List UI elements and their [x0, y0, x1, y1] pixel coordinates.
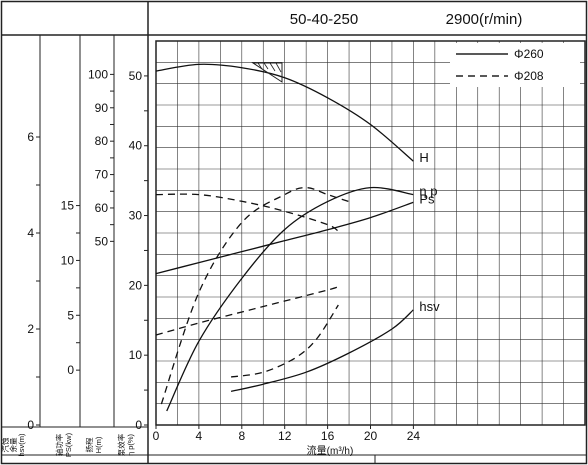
head-tick-label: 70 — [95, 168, 109, 182]
hsv-curve-phi208 — [230, 304, 339, 378]
eff-axis: 0 10 20 30 40 50 — [129, 69, 148, 432]
legend: Φ260 Φ208 — [450, 43, 580, 87]
hsv-tick-label: 0 — [27, 418, 34, 432]
x-tick-label: 16 — [321, 429, 335, 443]
ps-tick-label: 10 — [61, 253, 75, 267]
head-tick-label: 90 — [95, 101, 109, 115]
h-curve-phi260 — [155, 63, 414, 162]
hsv-axis-title-line-3: hsv(m) — [17, 433, 26, 456]
ps-tick-label: 15 — [61, 199, 75, 213]
ps-axis-title: 轴功率 PS(kw) — [54, 432, 73, 457]
p-curve-phi208 — [160, 186, 350, 405]
head-tick-label: 80 — [95, 134, 109, 148]
speed-label: 2900(r/min) — [446, 11, 523, 28]
eff-tick-label: 10 — [129, 348, 143, 362]
head-axis-title-line-1: 扬程 — [84, 437, 94, 452]
hsv-curve-phi260 — [230, 309, 414, 393]
hsv-tick-label: 2 — [27, 322, 34, 336]
h-curve-phi208 — [155, 193, 339, 232]
hsv-axis-title: 汽蚀 余量 hsv(m) — [0, 433, 26, 456]
hsv-axis: 0 2 4 6 — [27, 130, 40, 432]
ps-curve-label: Ps — [419, 191, 435, 206]
eff-axis-title: 泵效率 η p(%) — [116, 433, 135, 456]
legend-label-phi260: Φ260 — [514, 47, 544, 61]
eff-tick-label: 20 — [129, 278, 143, 292]
ps-curve-phi260 — [155, 201, 414, 275]
ps-axis-title-line-1: 轴功率 — [54, 433, 64, 456]
x-tick-label: 0 — [153, 429, 160, 443]
hsv-tick-label: 6 — [27, 130, 34, 144]
head-axis-title: 扬程 H(m) — [84, 436, 103, 453]
ps-curve-phi208 — [155, 286, 339, 336]
ps-tick-label: 5 — [67, 308, 74, 322]
x-tick-label: 4 — [196, 429, 203, 443]
p-curve-phi260 — [166, 186, 414, 412]
eff-tick-label: 50 — [129, 69, 143, 83]
head-tick-label: 50 — [95, 234, 109, 248]
head-tick-label: 100 — [88, 67, 108, 81]
hsv-axis-title-line-2: 余量 — [8, 437, 18, 452]
eff-tick-label: 0 — [135, 418, 142, 432]
efficiency-zone-marker — [251, 62, 283, 83]
head-axis: 50 60 70 80 90 100 — [88, 67, 114, 248]
x-tick-label: 20 — [364, 429, 378, 443]
plot-grid — [156, 41, 585, 425]
ps-axis-title-line-2: PS(kw) — [64, 432, 73, 457]
x-axis: 0 4 8 12 16 20 24 — [153, 425, 421, 443]
eff-tick-label: 30 — [129, 209, 143, 223]
legend-label-phi208: Φ208 — [514, 69, 544, 83]
hsv-axis-title-line-1: 汽蚀 — [0, 437, 10, 452]
eff-axis-title-line-1: 泵效率 — [116, 433, 126, 456]
ps-tick-label: 0 — [67, 363, 74, 377]
head-axis-title-line-2: H(m) — [94, 436, 103, 453]
eff-tick-label: 40 — [129, 139, 143, 153]
model-label: 50-40-250 — [290, 11, 358, 28]
head-tick-label: 60 — [95, 201, 109, 215]
curves: H Psη p hsv — [155, 63, 440, 412]
legend-background — [450, 43, 580, 87]
x-tick-label: 8 — [238, 429, 245, 443]
x-axis-label: 流量(m³/h) — [307, 444, 354, 457]
ps-axis: 0 5 10 15 — [61, 199, 80, 377]
p-curve-label: η p — [419, 184, 437, 199]
hsv-tick-label: 4 — [27, 226, 34, 240]
h-curve-label: H — [419, 150, 428, 165]
x-tick-label: 24 — [407, 429, 421, 443]
eff-axis-title-line-2: η p(%) — [126, 433, 135, 456]
x-tick-label: 12 — [278, 429, 292, 443]
hsv-curve-label: hsv — [419, 299, 440, 314]
